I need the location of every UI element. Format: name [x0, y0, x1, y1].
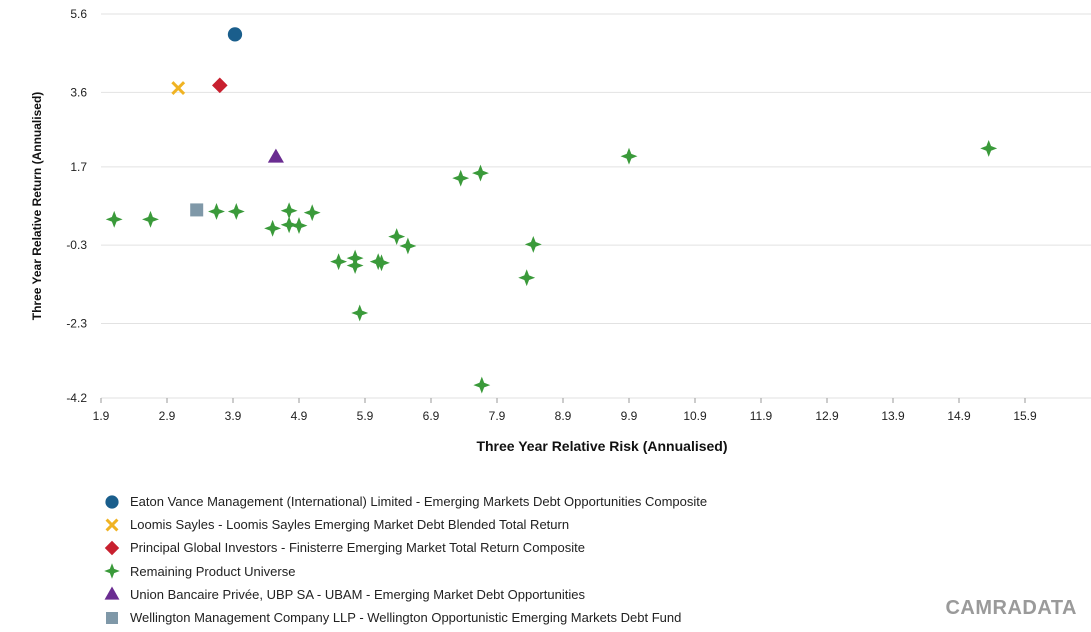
y-tick-label: -2.3	[66, 317, 87, 331]
y-tick-label: -0.3	[66, 238, 87, 252]
x-tick-label: 15.9	[1013, 409, 1037, 423]
y-tick-label: 3.6	[70, 85, 87, 99]
data-point	[190, 203, 204, 217]
gridlines	[100, 13, 1091, 403]
data-point	[399, 237, 417, 255]
data-point	[212, 77, 228, 94]
legend-item: Loomis Sayles - Loomis Sayles Emerging M…	[104, 513, 707, 536]
x-tick-label: 11.9	[750, 409, 773, 423]
x-tick-label: 1.9	[93, 409, 110, 423]
data-point	[142, 210, 159, 228]
data-point	[473, 376, 491, 394]
legend-label: Loomis Sayles - Loomis Sayles Emerging M…	[130, 517, 570, 533]
data-point	[346, 257, 364, 275]
data-point	[267, 148, 284, 163]
data-point	[373, 254, 390, 272]
data-point	[388, 228, 406, 246]
data-point	[264, 219, 282, 237]
x-tick-label: 9.9	[621, 409, 638, 423]
triangle-marker-icon	[104, 586, 120, 600]
legend-marker-shape	[106, 611, 118, 624]
tick-labels: 5.6 3.6 1.7 -0.3 -2.3 -4.2 1.9 2.9 3.9 4.9 5.9 6.9 7…	[66, 7, 1037, 423]
data-point	[227, 27, 243, 42]
data-points	[105, 27, 998, 394]
legend-label: Eaton Vance Management (International) L…	[130, 494, 708, 510]
data-point	[351, 304, 369, 322]
legend-marker-shape	[104, 586, 120, 600]
data-point	[452, 169, 470, 187]
y-axis-title: Three Year Relative Return (Annualised)	[30, 92, 44, 321]
x-tick-label: 7.9	[489, 409, 506, 423]
camradata-logo: CAMRADATA	[945, 597, 1077, 619]
legend-item: Eaton Vance Management (International) L…	[104, 490, 707, 513]
x-tick-label: 5.9	[357, 409, 374, 423]
data-point	[208, 203, 225, 220]
y-tick-label: 1.7	[70, 160, 87, 174]
legend-label: Principal Global Investors - Finisterre …	[130, 540, 585, 556]
x-tick-label: 2.9	[159, 409, 176, 423]
legend-marker-shape	[105, 518, 119, 532]
square-marker-icon	[106, 611, 118, 624]
data-point	[280, 202, 298, 220]
x-tick-label: 8.9	[555, 409, 572, 423]
legend-label: Remaining Product Universe	[130, 563, 296, 579]
legend-label: Union Bancaire Privée, UBP SA - UBAM - E…	[130, 586, 585, 602]
data-point	[472, 164, 489, 182]
data-point	[227, 203, 245, 220]
legend-marker-shape	[104, 540, 120, 556]
data-point	[620, 147, 638, 165]
x-tick-label: 4.9	[291, 409, 308, 423]
legend-item: Union Bancaire Privée, UBP SA - UBAM - E…	[104, 583, 707, 606]
legend: Eaton Vance Management (International) L…	[104, 490, 707, 629]
data-point	[518, 269, 536, 287]
legend-item: Wellington Management Company LLP - Well…	[104, 606, 707, 629]
y-tick-label: 5.6	[70, 7, 87, 21]
x-axis-title: Three Year Relative Risk (Annualised)	[476, 438, 727, 454]
x-tick-label: 3.9	[225, 409, 242, 423]
data-point	[105, 210, 123, 228]
x-tick-label: 14.9	[947, 409, 971, 423]
diamond-marker-icon	[104, 540, 120, 556]
data-point	[330, 253, 348, 271]
legend-item: Principal Global Investors - Finisterre …	[104, 536, 707, 559]
data-point	[280, 216, 298, 234]
x-tick-label: 13.9	[881, 409, 905, 423]
scatter-chart: 5.6 3.6 1.7 -0.3 -2.3 -4.2 1.9 2.9 3.9 4.9 5.9 6.9 7…	[30, 7, 1091, 454]
legend-marker-shape	[105, 494, 119, 509]
x-tick-label: 12.9	[815, 409, 839, 423]
data-point	[980, 139, 998, 157]
data-point	[303, 204, 321, 222]
data-point	[290, 217, 308, 235]
y-tick-label: -4.2	[66, 391, 87, 405]
star4-marker-icon	[104, 563, 120, 579]
data-point	[171, 81, 186, 95]
x-tick-label: 6.9	[423, 409, 440, 423]
x-tick-label: 10.9	[683, 409, 707, 423]
legend-marker-shape	[104, 563, 120, 579]
legend-label: Wellington Management Company LLP - Well…	[130, 610, 682, 626]
x-marker-icon	[105, 518, 119, 532]
circle-marker-icon	[105, 494, 119, 509]
legend-item: Remaining Product Universe	[104, 560, 707, 583]
data-point	[524, 235, 542, 253]
